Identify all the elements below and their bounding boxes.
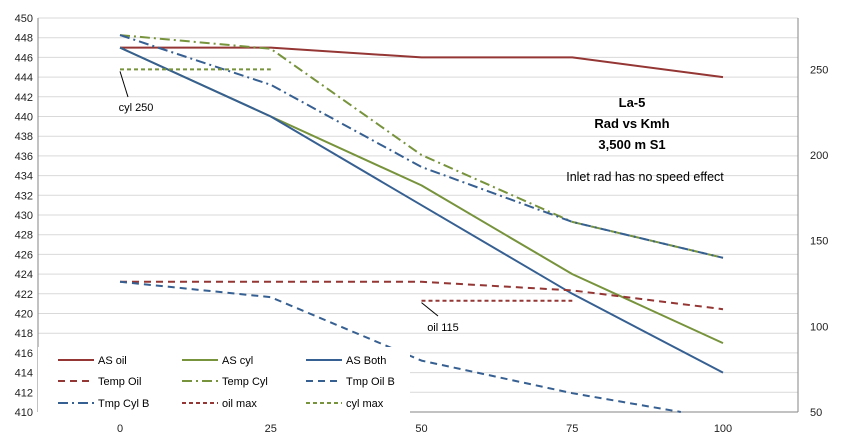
series-line-temp-oil <box>120 280 724 311</box>
legend-label: Tmp Oil B <box>346 376 395 388</box>
y-left-tick-label: 440 <box>15 112 33 124</box>
y-left-tick-label: 442 <box>15 92 33 104</box>
legend-label: cyl max <box>346 398 384 410</box>
chart-title-line: 3,500 m S1 <box>598 137 665 152</box>
y-left-tick-label: 422 <box>15 289 33 301</box>
x-tick-label: 0 <box>117 423 123 435</box>
series-line-tmp-cyl-b <box>119 34 724 259</box>
series-lines <box>119 34 724 413</box>
y-left-tick-label: 446 <box>15 52 33 64</box>
series-line-tmp-oil-b <box>119 280 681 413</box>
annotation-leader <box>421 302 439 317</box>
legend-label: oil max <box>222 398 257 410</box>
legend-label: Temp Cyl <box>222 376 268 388</box>
x-tick-label: 75 <box>566 423 578 435</box>
series-line-as-oil <box>120 46 724 79</box>
legend-label: Tmp Cyl B <box>98 398 149 410</box>
tick-labels: 410 412 414 416 418 420 422 424 426 428 430 432 434 4… <box>15 13 829 435</box>
y-left-tick-label: 444 <box>15 72 33 84</box>
series-line-as-both <box>119 46 724 374</box>
legend: AS oil AS cyl AS Both Temp Oil Temp Cyl Tmp O… <box>58 355 395 410</box>
y-left-tick-label: 414 <box>15 368 33 380</box>
annotations: cyl 250 oil 115 <box>119 71 459 334</box>
y-left-tick-label: 438 <box>15 131 33 143</box>
y-left-tick-label: 450 <box>15 13 33 25</box>
y-left-tick-label: 432 <box>15 190 33 202</box>
y-right-tick-label: 150 <box>810 236 828 248</box>
annotation-label: cyl 250 <box>119 102 154 114</box>
x-tick-label: 50 <box>415 423 427 435</box>
y-left-tick-label: 434 <box>15 171 33 183</box>
y-left-tick-label: 430 <box>15 210 33 222</box>
legend-label: AS oil <box>98 355 127 367</box>
y-left-tick-label: 436 <box>15 151 33 163</box>
annotation-leader <box>119 71 129 98</box>
chart-title: La-5 Rad vs Kmh 3,500 m S1 <box>594 95 669 152</box>
legend-label: Temp Oil <box>98 376 141 388</box>
y-right-tick-label: 100 <box>810 321 828 333</box>
y-left-tick-label: 420 <box>15 309 33 321</box>
y-right-tick-label: 50 <box>810 407 822 419</box>
y-left-tick-label: 428 <box>15 230 33 242</box>
y-left-tick-label: 418 <box>15 328 33 340</box>
y-left-tick-label: 416 <box>15 348 33 360</box>
y-right-tick-label: 250 <box>810 64 828 76</box>
annotation-label: oil 115 <box>427 322 459 334</box>
x-tick-label: 100 <box>714 423 732 435</box>
y-left-tick-label: 412 <box>15 387 33 399</box>
chart-title-line: La-5 <box>619 95 646 110</box>
chart-note: Inlet rad has no speed effect <box>566 170 724 184</box>
y-left-tick-label: 426 <box>15 249 33 261</box>
legend-background <box>38 347 410 413</box>
series-line-temp-cyl <box>119 34 724 259</box>
legend-label: AS cyl <box>222 355 253 367</box>
y-right-tick-label: 200 <box>810 150 828 162</box>
legend-label: AS Both <box>346 355 386 367</box>
x-tick-label: 25 <box>265 423 277 435</box>
y-left-tick-label: 448 <box>15 33 33 45</box>
chart-title-line: Rad vs Kmh <box>594 116 669 131</box>
y-left-tick-label: 424 <box>15 269 33 281</box>
y-left-tick-label: 410 <box>15 407 33 419</box>
